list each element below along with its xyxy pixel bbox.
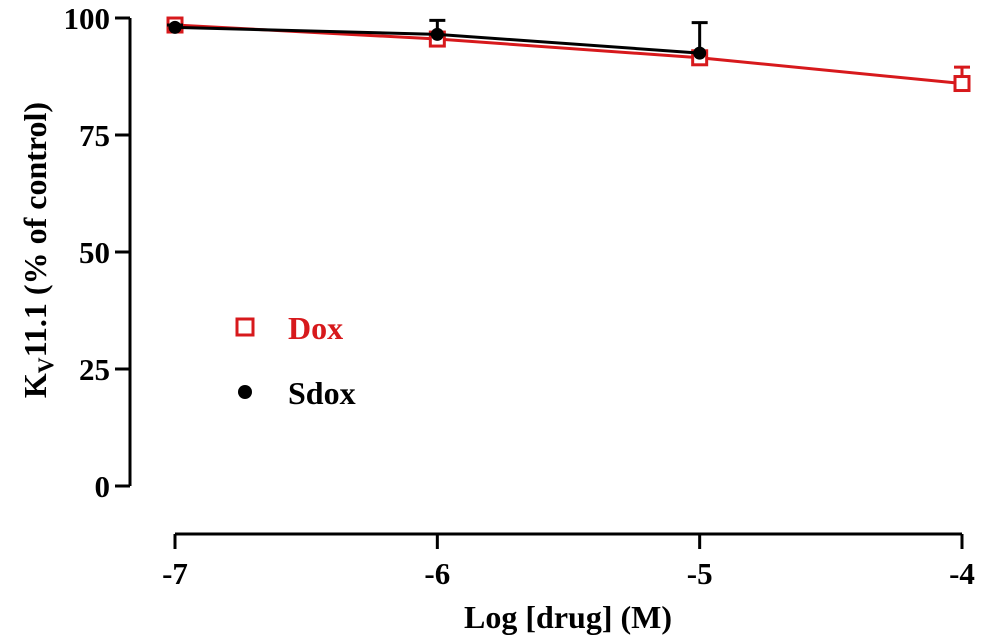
- series-sdox: [167, 18, 708, 60]
- series-layer: [166, 16, 971, 93]
- legend-label: Dox: [288, 310, 343, 346]
- y-tick-label: 100: [64, 1, 111, 36]
- y-axis-title-subscript: V: [33, 357, 58, 373]
- data-point: [953, 75, 971, 93]
- x-axis-title: Log [drug] (M): [464, 599, 672, 635]
- y-axis-title-rest: 11.1 (% of control): [17, 102, 53, 357]
- y-tick-label: 75: [79, 118, 110, 153]
- legend-marker: [238, 385, 252, 399]
- legend-item-dox: Dox: [235, 310, 343, 346]
- y-tick-label: 50: [79, 235, 110, 270]
- data-point: [168, 20, 182, 34]
- data-point: [693, 46, 707, 60]
- x-tick-label: -7: [162, 556, 188, 591]
- y-axis-title: KV11.1 (% of control): [17, 102, 58, 398]
- legend: Dox Sdox: [235, 310, 356, 411]
- x-tick-label: -4: [949, 556, 975, 591]
- y-tick-label: 0: [95, 469, 111, 504]
- series-line: [174, 23, 963, 86]
- legend-marker: [235, 317, 255, 337]
- axes: 0 25 50 75 100 -7 -6 -5 -4: [64, 1, 975, 591]
- data-point: [430, 27, 444, 41]
- legend-label: Sdox: [288, 375, 356, 411]
- x-tick-label: -6: [424, 556, 450, 591]
- legend-item-sdox: Sdox: [238, 375, 356, 411]
- x-tick-label: -5: [687, 556, 713, 591]
- y-tick-label: 25: [79, 352, 110, 387]
- y-axis-title-main: K: [17, 373, 53, 398]
